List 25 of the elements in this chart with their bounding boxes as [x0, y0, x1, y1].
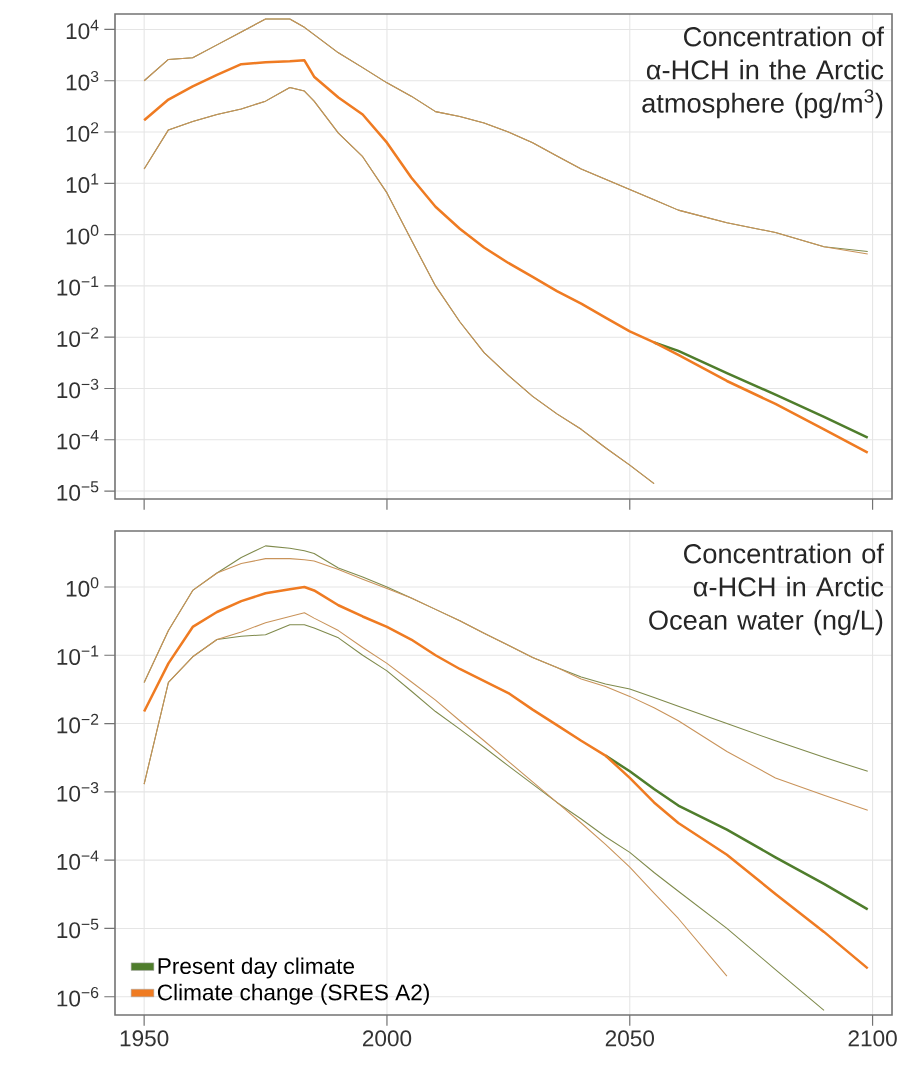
y-tick-label: 10$^{−6}$	[57, 986, 99, 1007]
y-tick-label: 10$^{−4}$	[57, 430, 99, 450]
y-tick-label: 10$^{3}$	[66, 70, 99, 91]
x-tick-label: 1950	[120, 1030, 169, 1047]
y-tick-label: 10$^{2}$	[66, 122, 99, 142]
x-tick-label: 2000	[362, 1030, 412, 1047]
y-tick-label: 10$^{4}$	[66, 19, 99, 40]
y-tick-label: 10$^{−2}$	[57, 327, 99, 347]
legend-label: Climate change (SRES A2)	[157, 983, 429, 1005]
y-tick-label: 10$^{0}$	[66, 577, 99, 597]
y-tick-label: 10$^{−5}$	[57, 918, 99, 939]
y-tick-label: 10$^{0}$	[66, 224, 99, 245]
y-tick-label: 10$^{−5}$	[57, 481, 99, 501]
y-tick-label: 10$^{−1}$	[57, 276, 99, 296]
legend-label: Present day climate	[158, 957, 355, 979]
y-tick-label: 10$^{−1}$	[57, 645, 99, 665]
text: Concentration of α-HCH in the Arctic atmosphere (pg/m$^{3}$)	[642, 26, 884, 119]
x-tick-label: 2050	[605, 1030, 654, 1047]
y-tick-label: 10$^{−3}$	[57, 782, 99, 802]
x-tick-label: 2100	[848, 1030, 897, 1047]
text: Concentration of α-HCH in Arctic Ocean water (ng/L)	[649, 543, 884, 636]
y-tick-label: 10$^{1}$	[66, 173, 99, 194]
y-tick-label: 10$^{−3}$	[57, 378, 99, 399]
y-tick-label: 10$^{−4}$	[57, 850, 99, 870]
y-tick-label: 10$^{−2}$	[57, 713, 99, 734]
